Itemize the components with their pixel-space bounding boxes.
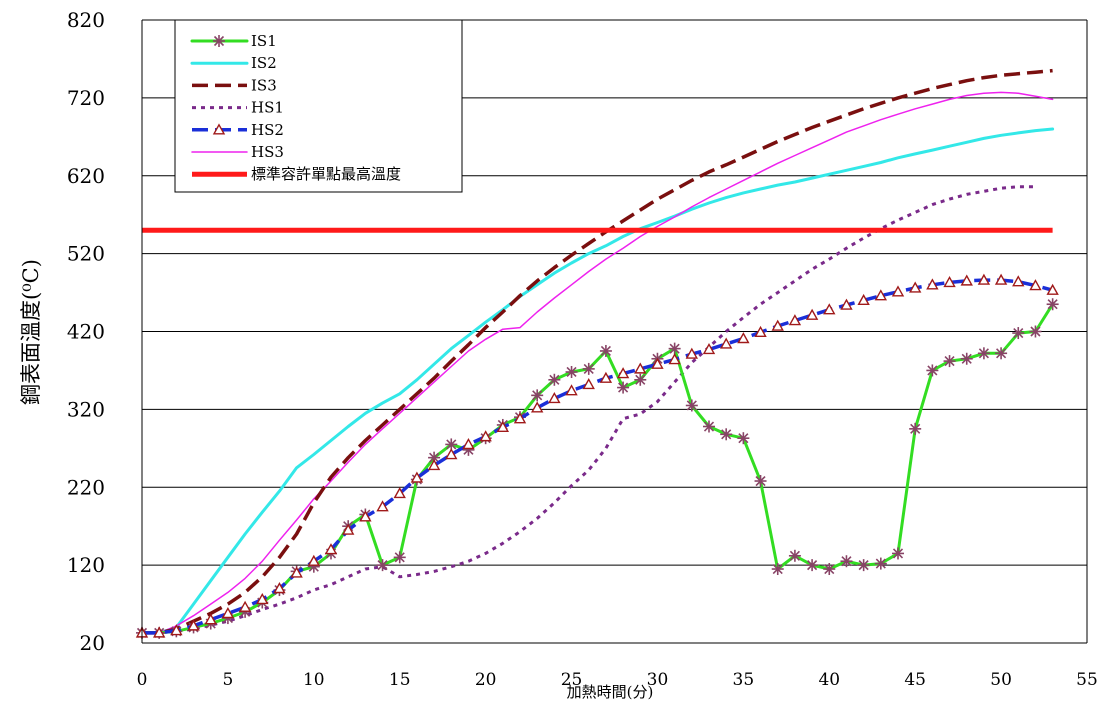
legend: IS1 IS2 IS3 HS1 HS2 HS3 標準容許單點最高溫度 — [175, 20, 462, 192]
y-tick-label: 320 — [67, 397, 105, 421]
y-tick-label: 520 — [67, 242, 105, 266]
legend-threshold-label: 標準容許單點最高溫度 — [251, 165, 401, 183]
series-is1-marker — [531, 389, 543, 401]
x-tick-label: 10 — [303, 670, 325, 690]
y-axis-label: 鋼表面溫度(⁰C) — [19, 259, 43, 405]
series-is1-marker — [1029, 326, 1041, 338]
x-tick-label: 55 — [1076, 670, 1098, 690]
legend-is1-marker — [213, 35, 225, 47]
series-is1-marker — [806, 559, 818, 571]
series-is1-marker — [686, 399, 698, 411]
legend-is1-label: IS1 — [251, 32, 277, 50]
series-is1-marker — [875, 558, 887, 570]
series-is1-marker — [772, 563, 784, 575]
legend-hs1-label: HS1 — [251, 99, 284, 117]
x-tick-label: 5 — [222, 670, 233, 690]
series-is1-marker — [737, 432, 749, 444]
series-is1-marker — [703, 421, 715, 433]
y-tick-label: 220 — [67, 475, 105, 499]
legend-is3-label: IS3 — [251, 76, 277, 94]
x-tick-label: 0 — [137, 670, 148, 690]
series-is1-marker — [892, 547, 904, 559]
x-tick-label: 15 — [389, 670, 411, 690]
series-hs2-marker — [567, 386, 577, 395]
series-is1-marker — [669, 343, 681, 355]
x-tick-label: 35 — [733, 670, 755, 690]
series-is1-marker — [858, 559, 870, 571]
y-tick-label: 420 — [67, 320, 105, 344]
x-tick-label: 45 — [904, 670, 926, 690]
series-is1-marker — [1012, 327, 1024, 339]
series-is1-marker — [823, 563, 835, 575]
y-tick-label: 820 — [67, 8, 105, 32]
series-is1-marker — [840, 555, 852, 567]
series-is1-marker — [720, 428, 732, 440]
x-axis-label: 加熱時間(分) — [567, 683, 654, 701]
series-is1-marker — [1047, 298, 1059, 310]
series-is1-marker — [566, 366, 578, 378]
y-tick-labels: 20 120 220 320 420 520 620 720 820 — [67, 8, 105, 655]
series-is1-marker — [926, 364, 938, 376]
x-tick-label: 40 — [818, 670, 840, 690]
series-is1-marker — [755, 475, 767, 487]
y-tick-label: 620 — [67, 164, 105, 188]
series-is1-marker — [961, 353, 973, 365]
series-hs2-line — [142, 280, 1053, 633]
series-is1-marker — [600, 345, 612, 357]
series-is1-marker — [978, 347, 990, 359]
legend-hs2-label: HS2 — [251, 121, 284, 139]
series-is1-marker — [394, 551, 406, 563]
series-is1-line — [142, 304, 1053, 633]
series-is1-marker — [634, 374, 646, 386]
series-is1-marker — [617, 382, 629, 394]
legend-hs3-label: HS3 — [251, 143, 284, 161]
y-tick-label: 120 — [67, 553, 105, 577]
series-is1-marker — [583, 363, 595, 375]
series-is1-marker — [944, 355, 956, 367]
legend-is2-label: IS2 — [251, 54, 277, 72]
y-tick-label: 720 — [67, 86, 105, 110]
x-tick-label: 50 — [990, 670, 1012, 690]
series-is1-marker — [995, 347, 1007, 359]
series-is1-marker — [377, 559, 389, 571]
series-is1-marker — [789, 550, 801, 562]
series-is1-marker — [909, 423, 921, 435]
y-tick-label: 20 — [80, 631, 105, 655]
x-tick-label: 20 — [475, 670, 497, 690]
series-hs2-marker — [463, 439, 473, 448]
series-is1-marker — [548, 374, 560, 386]
